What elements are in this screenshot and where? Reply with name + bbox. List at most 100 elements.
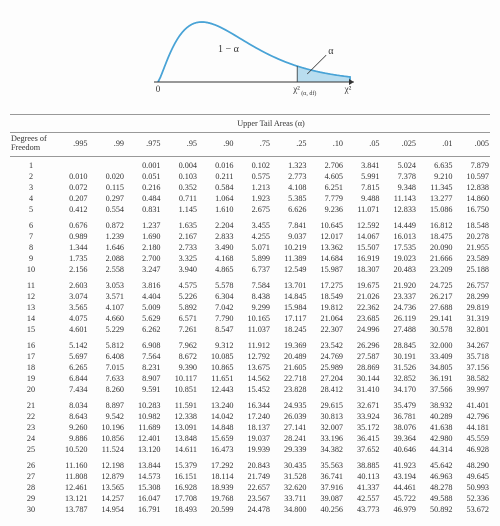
value-cell: 22.362 xyxy=(344,302,381,313)
value-cell: 19.812 xyxy=(308,302,345,313)
value-cell: 16.919 xyxy=(344,253,381,264)
value-cell: 30.191 xyxy=(381,351,418,362)
value-cell: 7.779 xyxy=(308,193,345,204)
value-cell: 15.379 xyxy=(162,455,199,471)
value-cell: 17.275 xyxy=(308,275,345,291)
value-cell: 4.601 xyxy=(52,324,89,335)
value-cell: 12.017 xyxy=(308,231,345,242)
df-cell: 26 xyxy=(10,455,52,471)
value-cell: 32.007 xyxy=(308,422,345,433)
value-cell: 35.718 xyxy=(454,351,491,362)
value-cell: 6.304 xyxy=(198,291,235,302)
value-cell: 41.401 xyxy=(454,395,491,411)
value-cell: 17.535 xyxy=(381,242,418,253)
alpha-header: .10 xyxy=(308,133,345,157)
value-cell: 33.711 xyxy=(271,493,308,504)
value-cell: 24.935 xyxy=(271,395,308,411)
value-cell: 2.088 xyxy=(89,253,126,264)
value-cell: 29.339 xyxy=(271,444,308,455)
value-cell: 21.955 xyxy=(454,242,491,253)
table-row: 2510.52011.52413.12014.61116.47319.93929… xyxy=(10,444,490,455)
value-cell: 7.042 xyxy=(198,302,235,313)
value-cell: 12.838 xyxy=(454,182,491,193)
value-cell: 19.023 xyxy=(381,253,418,264)
table-row: 2913.12114.25716.04717.70819.76823.56733… xyxy=(10,493,490,504)
value-cell: 24.736 xyxy=(381,302,418,313)
value-cell: 20.483 xyxy=(381,264,418,275)
value-cell: 13.240 xyxy=(198,395,235,411)
value-cell: 8.547 xyxy=(198,324,235,335)
value-cell: 33.196 xyxy=(308,433,345,444)
value-cell: 10.117 xyxy=(162,373,199,384)
value-cell: 1.237 xyxy=(125,215,162,231)
value-cell: 30.578 xyxy=(417,324,454,335)
value-cell: 41.337 xyxy=(344,482,381,493)
table-row: 2611.16012.19813.84415.37917.29220.84330… xyxy=(10,455,490,471)
value-cell: 42.796 xyxy=(454,411,491,422)
df-cell: 15 xyxy=(10,324,52,335)
value-cell: 23.542 xyxy=(308,335,345,351)
value-cell: 26.217 xyxy=(417,291,454,302)
value-cell: 13.848 xyxy=(162,433,199,444)
value-cell: 18.307 xyxy=(344,264,381,275)
df-cell: 30 xyxy=(10,504,52,515)
value-cell: 38.932 xyxy=(417,395,454,411)
value-cell: 21.064 xyxy=(308,313,345,324)
value-cell: 16.750 xyxy=(454,204,491,215)
alpha-header: .75 xyxy=(235,133,272,157)
df-cell: 1 xyxy=(10,157,52,172)
value-cell: 0.554 xyxy=(89,204,126,215)
value-cell: 2.833 xyxy=(198,231,235,242)
value-cell: 19.939 xyxy=(235,444,272,455)
value-cell: 7.962 xyxy=(162,335,199,351)
df-cell: 14 xyxy=(10,313,52,324)
value-cell: 10.165 xyxy=(235,313,272,324)
value-cell: 35.172 xyxy=(344,422,381,433)
value-cell: 23.209 xyxy=(417,264,454,275)
table-row: 239.26010.19611.68913.09114.84818.13727.… xyxy=(10,422,490,433)
value-cell: 45.642 xyxy=(417,455,454,471)
value-cell: 3.816 xyxy=(125,275,162,291)
value-cell: 4.660 xyxy=(89,313,126,324)
value-cell: 4.404 xyxy=(125,291,162,302)
df-cell: 22 xyxy=(10,411,52,422)
value-cell: 11.651 xyxy=(198,373,235,384)
value-cell: 4.168 xyxy=(198,253,235,264)
value-cell: 12.879 xyxy=(89,471,126,482)
value-cell xyxy=(52,157,89,172)
value-cell: 20.489 xyxy=(271,351,308,362)
value-cell: 5.697 xyxy=(52,351,89,362)
alpha-header: .01 xyxy=(417,133,454,157)
value-cell: 0.216 xyxy=(125,182,162,193)
value-cell: 37.156 xyxy=(454,362,491,373)
value-cell: 18.475 xyxy=(417,231,454,242)
value-cell: 14.845 xyxy=(271,291,308,302)
value-cell: 32.620 xyxy=(271,482,308,493)
value-cell: 5.385 xyxy=(271,193,308,204)
value-cell: 2.706 xyxy=(308,157,345,172)
value-cell: 42.980 xyxy=(417,433,454,444)
value-cell: 15.659 xyxy=(198,433,235,444)
value-cell: 28.845 xyxy=(381,335,418,351)
value-cell: 0.020 xyxy=(89,171,126,182)
value-cell: 11.389 xyxy=(271,253,308,264)
value-cell: 5.226 xyxy=(162,291,199,302)
value-cell: 44.314 xyxy=(417,444,454,455)
value-cell: 3.940 xyxy=(162,264,199,275)
value-cell: 5.071 xyxy=(235,242,272,253)
value-cell: 46.979 xyxy=(381,504,418,515)
value-cell: 28.299 xyxy=(454,291,491,302)
value-cell: 41.923 xyxy=(381,455,418,471)
value-cell: 7.564 xyxy=(125,351,162,362)
value-cell: 2.156 xyxy=(52,264,89,275)
value-cell: 12.461 xyxy=(52,482,89,493)
value-cell: 24.769 xyxy=(308,351,345,362)
value-cell: 16.344 xyxy=(235,395,272,411)
value-cell xyxy=(89,157,126,172)
value-cell: 23.567 xyxy=(235,493,272,504)
value-cell: 28.241 xyxy=(271,433,308,444)
value-cell: 18.939 xyxy=(198,482,235,493)
value-cell: 20.599 xyxy=(198,504,235,515)
table-row: 154.6015.2296.2627.2618.54711.03718.2452… xyxy=(10,324,490,335)
table-row: 133.5654.1075.0095.8927.0429.29915.98419… xyxy=(10,302,490,313)
